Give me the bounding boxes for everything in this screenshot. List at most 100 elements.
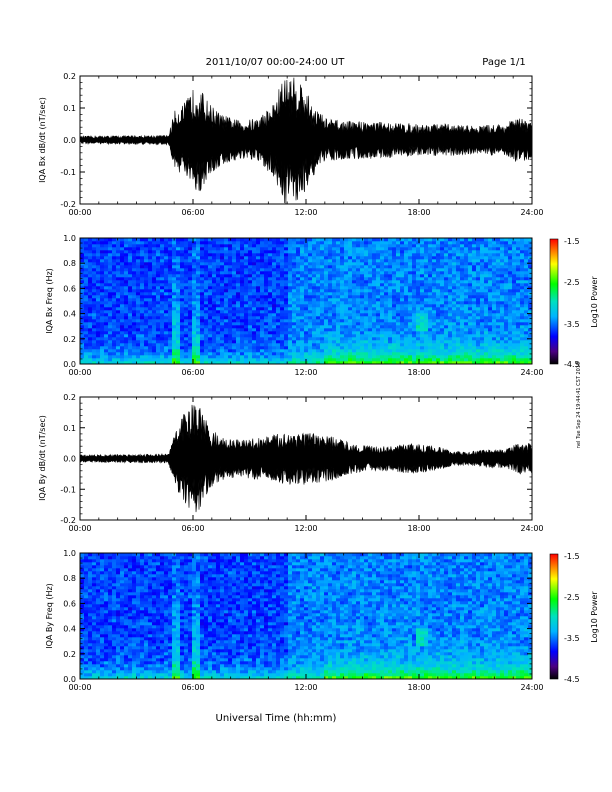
- spectrogram-cell: [488, 244, 493, 248]
- spectrogram-cell: [312, 355, 317, 359]
- spectrogram-cell: [344, 361, 349, 365]
- spectrogram-cell: [412, 346, 417, 350]
- spectrogram-cell: [120, 250, 125, 254]
- spectrogram-cell: [168, 310, 173, 314]
- spectrogram-cell: [256, 268, 261, 272]
- spectrogram-cell: [100, 361, 105, 365]
- spectrogram-cell: [396, 340, 401, 344]
- spectrogram-cell: [356, 301, 361, 305]
- spectrogram-cell: [144, 253, 149, 257]
- spectrogram-cell: [376, 247, 381, 251]
- spectrogram-cell: [180, 280, 185, 284]
- spectrogram-cell: [448, 316, 453, 320]
- spectrogram-cell: [208, 265, 213, 269]
- spectrogram-cell: [80, 280, 85, 284]
- spectrogram-cell: [524, 340, 529, 344]
- spectrogram-cell: [140, 361, 145, 365]
- spectrogram-cell: [392, 250, 397, 254]
- spectrogram-cell: [164, 262, 169, 266]
- spectrogram-cell: [196, 301, 201, 305]
- spectrogram-cell: [504, 313, 509, 317]
- spectrogram-cell: [160, 265, 165, 269]
- spectrogram-cell: [512, 265, 517, 269]
- spectrogram-cell: [428, 334, 433, 338]
- spectrogram-cell: [260, 322, 265, 326]
- spectrogram-cell: [344, 295, 349, 299]
- spectrogram-cell: [476, 310, 481, 314]
- spectrogram-cell: [96, 328, 101, 332]
- spectrogram-cell: [152, 283, 157, 287]
- spectrogram-cell: [284, 268, 289, 272]
- spectrogram-cell: [268, 292, 273, 296]
- spectrogram-cell: [136, 325, 141, 329]
- spectrogram-cell: [184, 253, 189, 257]
- spectrogram-cell: [340, 304, 345, 308]
- spectrogram-cell: [216, 355, 221, 359]
- spectrogram-cell: [424, 304, 429, 308]
- spectrogram-cell: [244, 256, 249, 260]
- spectrogram-cell: [436, 337, 441, 341]
- spectrogram-cell: [316, 361, 321, 365]
- spectrogram-cell: [220, 268, 225, 272]
- spectrogram-cell: [444, 265, 449, 269]
- spectrogram-cell: [364, 304, 369, 308]
- spectrogram-cell: [104, 313, 109, 317]
- spectrogram-cell: [84, 238, 89, 242]
- spectrogram-cell: [324, 301, 329, 305]
- spectrogram-cell: [460, 301, 465, 305]
- spectrogram-cell: [356, 253, 361, 257]
- spectrogram-cell: [424, 253, 429, 257]
- spectrogram-cell: [504, 307, 509, 311]
- spectrogram-cell: [288, 238, 293, 242]
- spectrogram-cell: [84, 289, 89, 293]
- spectrogram-cell: [484, 316, 489, 320]
- x-tick-label: 24:00: [520, 208, 543, 217]
- spectrogram-cell: [236, 244, 241, 248]
- spectrogram-cell: [472, 325, 477, 329]
- spectrogram-cell: [340, 259, 345, 263]
- spectrogram-cell: [320, 247, 325, 251]
- spectrogram-cell: [460, 250, 465, 254]
- spectrogram-cell: [144, 298, 149, 302]
- spectrogram-cell: [464, 283, 469, 287]
- spectrogram-cell: [188, 301, 193, 305]
- spectrogram-cell: [232, 331, 237, 335]
- spectrogram-cell: [168, 343, 173, 347]
- spectrogram-cell: [272, 286, 277, 290]
- spectrogram-cell: [184, 313, 189, 317]
- spectrogram-cell: [508, 250, 513, 254]
- bx-waveform-ylabel: IQA Bx dB/dt (nT/sec): [38, 97, 47, 183]
- spectrogram-cell: [376, 298, 381, 302]
- spectrogram-cell: [488, 325, 493, 329]
- spectrogram-cell: [464, 355, 469, 359]
- spectrogram-cell: [260, 337, 265, 341]
- spectrogram-cell: [96, 286, 101, 290]
- spectrogram-cell: [188, 247, 193, 251]
- spectrogram-cell: [480, 358, 485, 362]
- spectrogram-cell: [504, 277, 509, 281]
- spectrogram-cell: [416, 253, 421, 257]
- spectrogram-cell: [292, 280, 297, 284]
- spectrogram-cell: [304, 268, 309, 272]
- spectrogram-cell: [244, 280, 249, 284]
- spectrogram-cell: [488, 361, 493, 365]
- spectrogram-cell: [216, 301, 221, 305]
- spectrogram-cell: [448, 304, 453, 308]
- spectrogram-cell: [428, 295, 433, 299]
- spectrogram-cell: [336, 295, 341, 299]
- spectrogram-cell: [196, 247, 201, 251]
- spectrogram-cell: [392, 349, 397, 353]
- spectrogram-cell: [132, 334, 137, 338]
- spectrogram-cell: [216, 241, 221, 245]
- spectrogram-cell: [224, 268, 229, 272]
- spectrogram-cell: [336, 256, 341, 260]
- spectrogram-cell: [432, 313, 437, 317]
- spectrogram-cell: [128, 316, 133, 320]
- spectrogram-cell: [228, 256, 233, 260]
- spectrogram-cell: [460, 280, 465, 284]
- spectrogram-cell: [232, 250, 237, 254]
- spectrogram-cell: [320, 241, 325, 245]
- spectrogram-cell: [352, 256, 357, 260]
- spectrogram-cell: [360, 247, 365, 251]
- spectrogram-cell: [88, 238, 93, 242]
